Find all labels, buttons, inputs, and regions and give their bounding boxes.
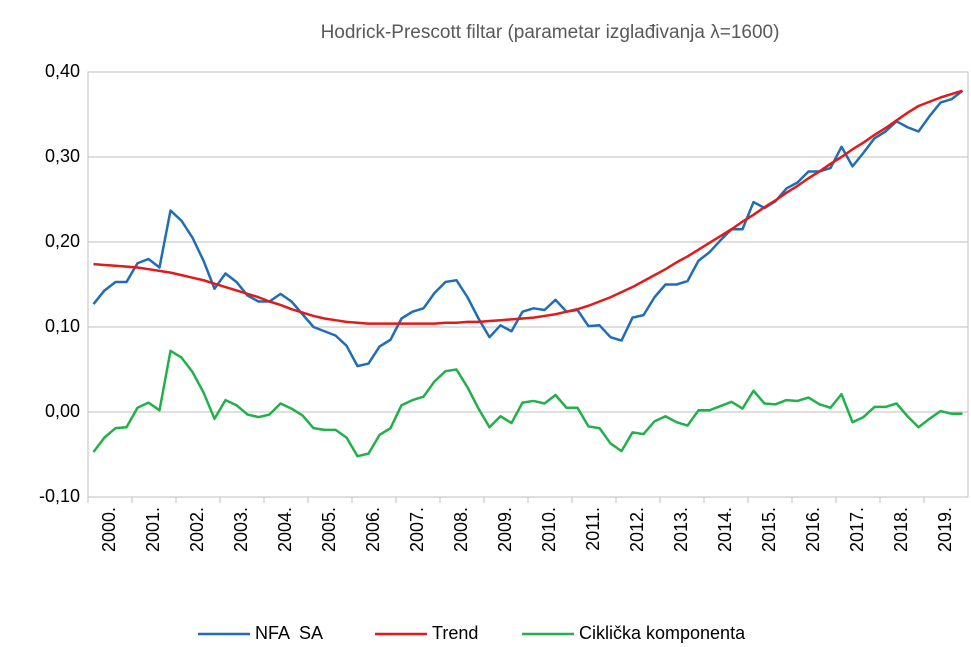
series-line [92, 349, 963, 458]
series-line [92, 89, 964, 368]
x-tick-label: 2002. [187, 507, 207, 552]
legend-label: Trend [432, 623, 478, 643]
x-tick-label: 2017. [847, 507, 867, 552]
y-tick-label: 0,20 [45, 231, 80, 251]
x-tick-label: 2015. [759, 507, 779, 552]
x-tick-label: 2000. [99, 507, 119, 552]
x-tick-label: 2013. [671, 507, 691, 552]
x-tick-label: 2004. [275, 507, 295, 552]
y-tick-label: 0,40 [45, 61, 80, 81]
x-tick-label: 2001. [143, 507, 163, 552]
chart-title: Hodrick-Prescott filtar (parametar izgla… [321, 22, 780, 43]
y-tick-label: 0,30 [45, 146, 80, 166]
x-tick-label: 2011. [583, 507, 603, 551]
x-tick-label: 2019. [935, 507, 955, 552]
x-tick-label: 2016. [803, 507, 823, 552]
x-tick-label: 2012. [627, 507, 647, 552]
x-tick-label: 2018. [891, 507, 911, 552]
x-tick-label: 2010. [539, 507, 559, 552]
x-tick-label: 2008. [451, 507, 471, 552]
y-tick-label: 0,00 [45, 401, 80, 421]
y-tick-label: -0,10 [39, 486, 80, 506]
series-line [93, 89, 963, 325]
x-tick-label: 2014. [715, 507, 735, 552]
legend-label: NFA SA [255, 623, 323, 643]
y-tick-label: 0,10 [45, 316, 80, 336]
x-tick-label: 2009. [495, 507, 515, 552]
legend-label: Ciklička komponenta [579, 623, 746, 643]
x-tick-label: 2007. [407, 507, 427, 552]
x-tick-label: 2003. [231, 507, 251, 552]
x-tick-label: 2005. [319, 507, 339, 552]
x-tick-label: 2006. [363, 507, 383, 552]
